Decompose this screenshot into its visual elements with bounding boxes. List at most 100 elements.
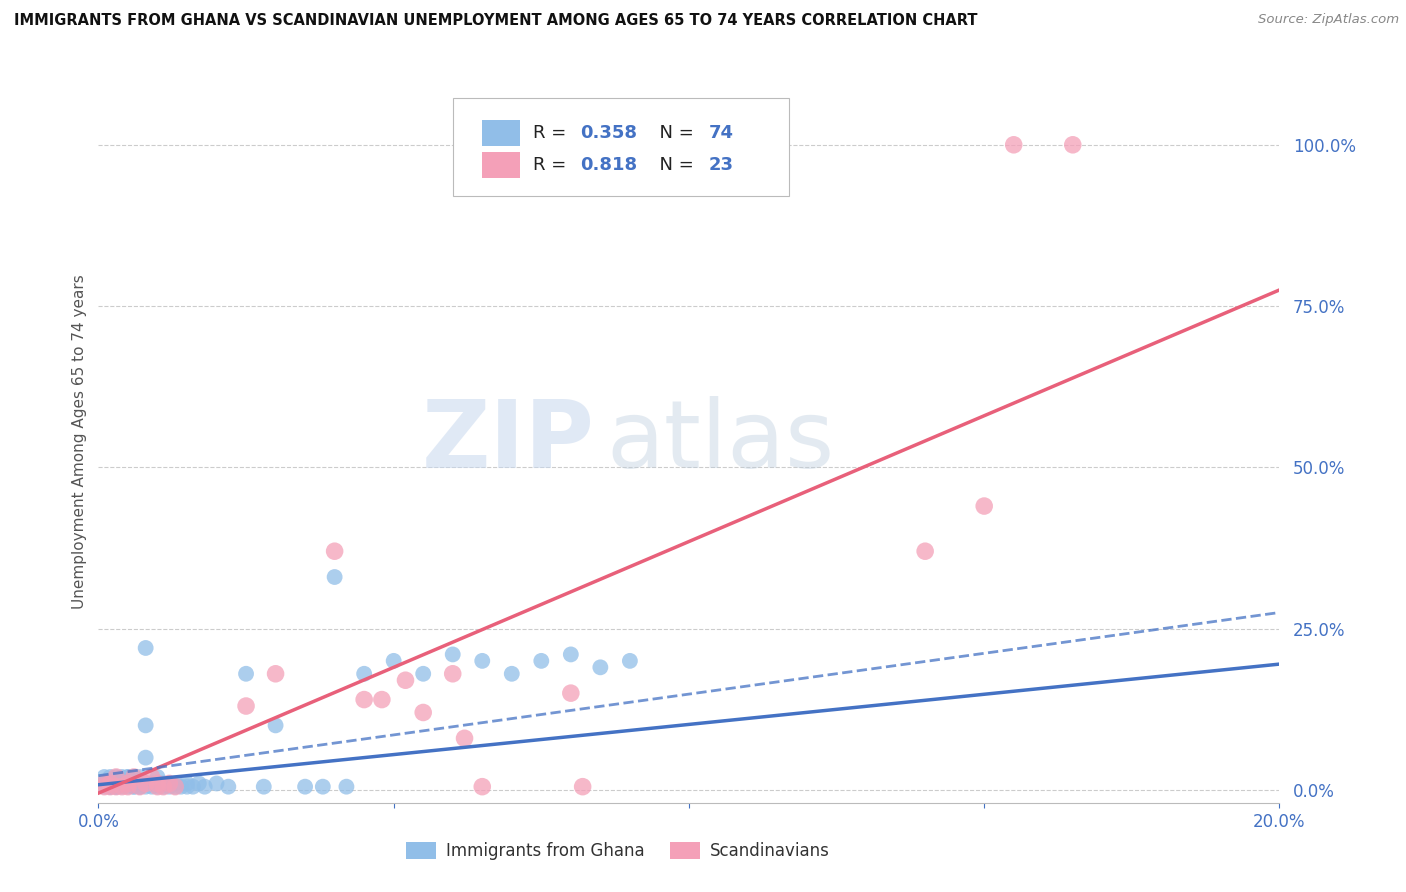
Point [128,780,150,794]
Legend: Immigrants from Ghana, Scandinavians: Immigrants from Ghana, Scandinavians [399,835,837,867]
Point [98,780,121,794]
Point [471,654,494,668]
Point [412,666,434,681]
Point [165,776,187,790]
Text: R =: R = [533,156,572,174]
Text: 23: 23 [709,156,734,174]
Point [146,780,169,794]
Point [157,776,180,790]
Point [152,780,174,794]
Point [105,780,128,794]
Point [105,780,128,794]
Point [128,780,150,794]
Text: 0.818: 0.818 [581,156,637,174]
Point [312,780,335,794]
Point [382,654,405,668]
Point [98,776,121,790]
Point [146,776,169,790]
Point [589,660,612,674]
Point [530,654,553,668]
Point [412,706,434,720]
Point [111,780,134,794]
Point [1062,137,1084,152]
Point [235,666,257,681]
Text: Source: ZipAtlas.com: Source: ZipAtlas.com [1258,13,1399,27]
Point [170,780,193,794]
Text: 0.358: 0.358 [581,124,637,142]
Point [353,692,375,706]
Point [93,776,115,790]
Point [122,770,145,784]
Point [560,648,582,662]
Point [914,544,936,558]
Point [1002,137,1025,152]
Bar [482,152,520,178]
Point [135,718,157,732]
Point [157,780,180,794]
Point [93,776,115,790]
Point [135,776,157,790]
Point [181,780,204,794]
Point [335,780,357,794]
Point [98,776,121,790]
Point [157,776,180,790]
Point [264,718,287,732]
Point [253,780,276,794]
Point [187,776,209,790]
Point [146,770,169,784]
Point [501,666,523,681]
Point [973,499,995,513]
Point [93,780,115,794]
Point [176,776,198,790]
Point [141,780,163,794]
Point [619,654,641,668]
Point [117,770,139,784]
Point [152,776,174,790]
Text: atlas: atlas [606,395,835,488]
Point [394,673,416,688]
Point [264,666,287,681]
Point [141,770,163,784]
Point [441,648,464,662]
Point [117,776,139,790]
Point [98,780,121,794]
Point [571,780,593,794]
Point [176,780,198,794]
Point [294,780,316,794]
Point [98,776,121,790]
Point [105,770,128,784]
Point [105,776,128,790]
Point [93,770,115,784]
Point [165,780,187,794]
Point [471,780,494,794]
Point [441,666,464,681]
Point [122,776,145,790]
Text: ZIP: ZIP [422,395,595,488]
Point [117,780,139,794]
Point [323,570,346,584]
Bar [482,120,520,146]
Point [146,780,169,794]
Point [98,780,121,794]
Text: N =: N = [648,124,699,142]
Point [117,776,139,790]
Point [128,776,150,790]
FancyBboxPatch shape [453,98,789,196]
Point [105,776,128,790]
Point [371,692,394,706]
Point [217,780,239,794]
Point [111,780,134,794]
Point [117,780,139,794]
Point [122,780,145,794]
Point [98,770,121,784]
Point [111,776,134,790]
Text: N =: N = [648,156,699,174]
Point [453,731,475,746]
Point [128,780,150,794]
Point [205,776,228,790]
Text: IMMIGRANTS FROM GHANA VS SCANDINAVIAN UNEMPLOYMENT AMONG AGES 65 TO 74 YEARS COR: IMMIGRANTS FROM GHANA VS SCANDINAVIAN UN… [14,13,977,29]
Point [111,770,134,784]
Point [122,776,145,790]
Text: 74: 74 [709,124,734,142]
Point [105,776,128,790]
